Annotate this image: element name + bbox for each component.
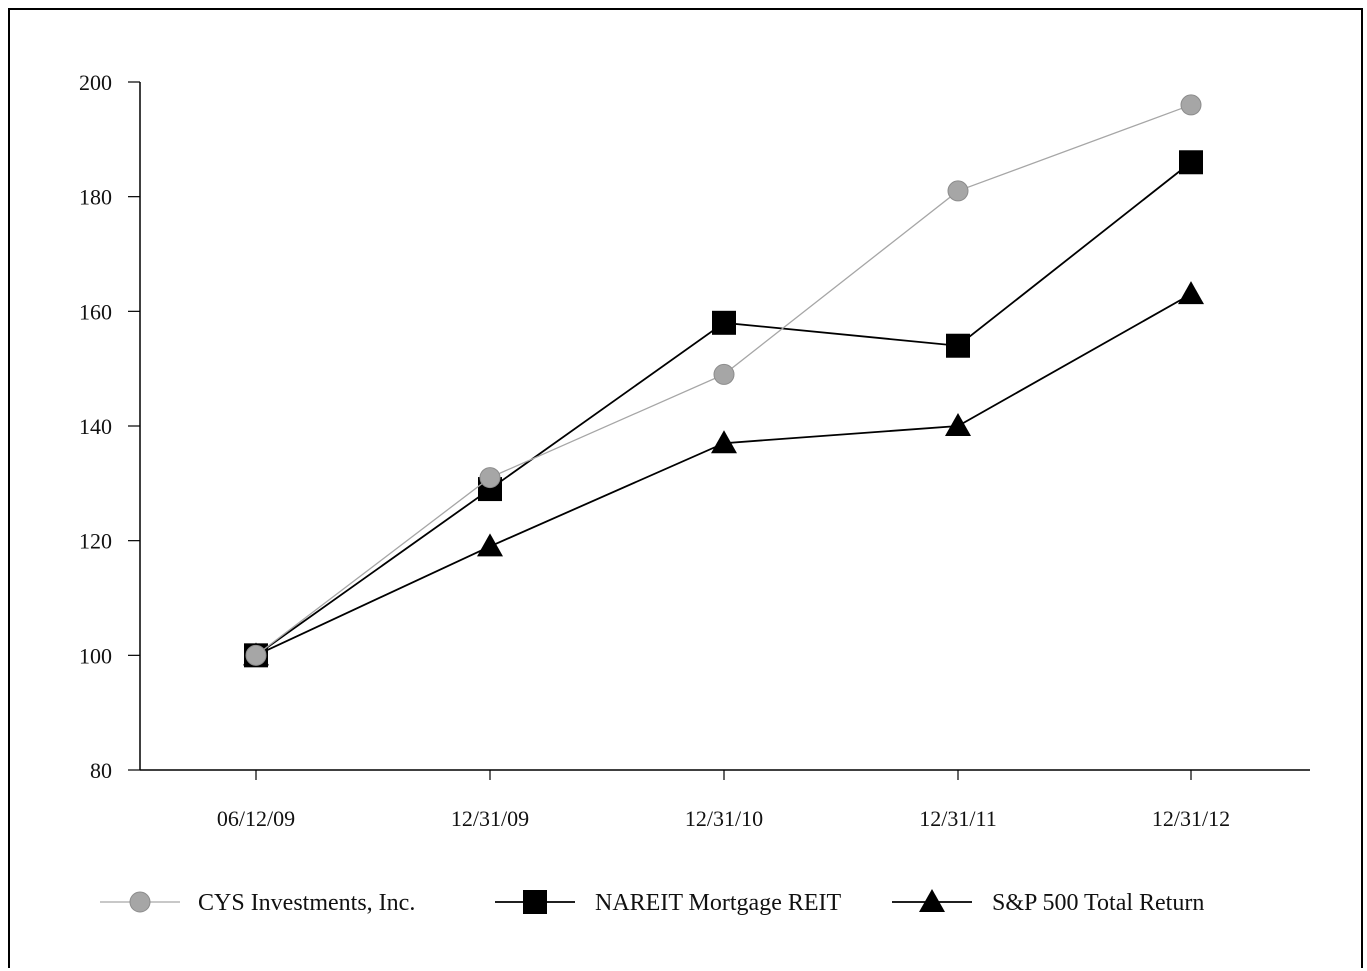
chart-frame: [8, 8, 1363, 968]
data-point-circle: [245, 644, 267, 666]
x-tick-label: 12/31/09: [451, 806, 529, 831]
legend-label: S&P 500 Total Return: [992, 890, 1204, 916]
legend-marker: [523, 890, 547, 914]
x-tick-label: 12/31/11: [919, 806, 996, 831]
y-tick-label: 80: [90, 758, 112, 783]
data-point-circle: [713, 363, 735, 385]
series-line-square: [255, 161, 1192, 657]
legend-item-triangle: S&P 500 Total Return: [892, 889, 1204, 916]
data-point-circle: [1180, 94, 1202, 116]
legend-item-square: NAREIT Mortgage REIT: [495, 890, 842, 916]
data-point-triangle: [477, 533, 503, 557]
y-axis-ticks: 80 100 120 140 160 180 200: [79, 70, 140, 783]
y-tick-label: 140: [79, 414, 112, 439]
legend-item-circle: CYS Investments, Inc.: [100, 890, 415, 916]
legend-marker: [919, 889, 945, 912]
legend-marker: [129, 891, 151, 913]
data-point-square: [1179, 150, 1203, 175]
legend: CYS Investments, Inc. NAREIT Mortgage REI…: [100, 889, 1204, 916]
y-tick-label: 180: [79, 185, 112, 210]
data-point-circle: [479, 467, 501, 489]
legend-label: CYS Investments, Inc.: [198, 890, 415, 916]
y-tick-label: 100: [79, 643, 112, 668]
y-tick-label: 160: [79, 299, 112, 324]
x-tick-label: 12/31/10: [685, 806, 763, 831]
x-axis-ticks: 06/12/09 12/31/09 12/31/10 12/31/11 12/31/12: [217, 770, 1230, 831]
data-point-triangle: [1178, 281, 1204, 305]
x-tick-label: 06/12/09: [217, 806, 295, 831]
legend-label: NAREIT Mortgage REIT: [595, 890, 842, 916]
data-point-circle: [947, 180, 969, 202]
series-layer: [243, 94, 1204, 668]
data-point-triangle: [711, 430, 737, 454]
data-point-square: [712, 310, 736, 335]
chart-axes: [139, 82, 1310, 771]
y-tick-label: 200: [79, 70, 112, 95]
data-point-square: [946, 333, 970, 358]
data-point-triangle: [945, 413, 971, 436]
series-line-triangle: [255, 293, 1192, 657]
y-tick-label: 120: [79, 529, 112, 554]
x-tick-label: 12/31/12: [1152, 806, 1230, 831]
